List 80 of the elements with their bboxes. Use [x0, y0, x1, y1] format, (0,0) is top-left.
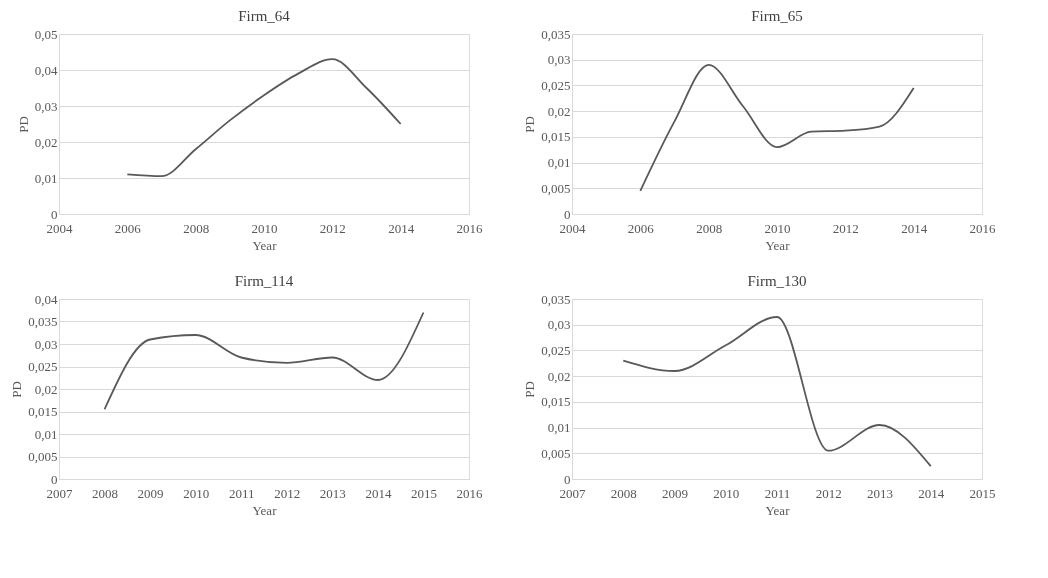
- y-tick-label: 0,03: [547, 317, 571, 333]
- x-tick-label: 2008: [183, 220, 210, 236]
- y-tick-label: 0,005: [28, 449, 58, 464]
- x-tick-label: 2010: [183, 485, 210, 501]
- line-series: [126, 58, 402, 178]
- chart-title: Firm_114: [234, 273, 294, 289]
- y-tick-label: 0,05: [34, 26, 58, 42]
- chart-title: Firm_65: [751, 8, 803, 24]
- x-tick-label: 2014: [918, 485, 945, 501]
- x-tick-label: 2015: [969, 485, 996, 501]
- x-tick-label: 2015: [410, 485, 437, 501]
- line-series: [622, 316, 932, 468]
- y-tick-label: 0,015: [28, 404, 58, 419]
- x-tick-label: 2008: [92, 485, 119, 501]
- y-tick-label: 0,015: [541, 129, 571, 145]
- x-tick-label: 2013: [319, 485, 346, 501]
- y-tick-label: 0,025: [541, 342, 571, 358]
- y-tick-label: 0,035: [541, 26, 571, 42]
- y-tick-label: 0,03: [34, 98, 58, 114]
- y-tick-label: 0,035: [28, 314, 58, 329]
- x-tick-label: 2016: [969, 220, 996, 236]
- x-tick-label: 2011: [228, 485, 255, 501]
- x-tick-label: 2013: [867, 485, 893, 501]
- x-tick-label: 2006: [627, 220, 655, 236]
- x-tick-label: 2006: [114, 220, 142, 236]
- x-tick-label: 2012: [319, 220, 346, 236]
- y-axis-title: PD: [9, 381, 25, 398]
- y-tick-label: 0,01: [34, 170, 58, 186]
- y-axis-title: PD: [15, 116, 31, 133]
- x-tick-label: 2011: [764, 485, 791, 501]
- y-tick-label: 0,01: [547, 155, 571, 171]
- x-tick-label: 2012: [832, 220, 859, 236]
- y-axis-title: PD: [522, 381, 538, 398]
- y-tick-label: 0: [51, 206, 58, 222]
- y-tick-label: 0,04: [34, 62, 58, 78]
- y-tick-label: 0,03: [547, 52, 571, 68]
- x-tick-label: 2004: [559, 220, 586, 236]
- x-tick-label: 2008: [696, 220, 723, 236]
- x-axis-title: Year: [252, 502, 278, 518]
- x-axis-title: Year: [765, 502, 791, 518]
- x-tick-label: 2014: [365, 485, 392, 501]
- y-tick-label: 0,02: [547, 368, 571, 384]
- line-series: [639, 63, 915, 192]
- x-axis-title: Year: [252, 237, 278, 253]
- y-tick-label: 0,025: [541, 77, 571, 93]
- y-tick-label: 0,015: [541, 394, 571, 410]
- x-tick-label: 2007: [46, 485, 73, 501]
- line-series: [103, 311, 425, 411]
- y-tick-label: 0,025: [28, 359, 58, 374]
- chart-title: Firm_64: [238, 8, 291, 24]
- y-tick-label: 0: [51, 471, 58, 487]
- y-tick-label: 0,005: [541, 445, 571, 461]
- chart-title: Firm_130: [747, 273, 807, 289]
- y-tick-label: 0,035: [541, 291, 571, 307]
- y-tick-label: 0,01: [34, 426, 58, 442]
- y-tick-label: 0: [564, 471, 571, 487]
- y-tick-label: 0,03: [34, 336, 58, 352]
- y-tick-label: 0,005: [541, 180, 571, 196]
- x-tick-label: 2012: [274, 485, 301, 501]
- x-tick-label: 2010: [251, 220, 278, 236]
- x-tick-label: 2016: [456, 220, 483, 236]
- x-tick-label: 2009: [662, 485, 688, 501]
- y-tick-label: 0,02: [547, 103, 571, 119]
- x-tick-label: 2010: [764, 220, 791, 236]
- x-tick-label: 2010: [713, 485, 740, 501]
- x-tick-label: 2016: [456, 485, 483, 501]
- x-axis-title: Year: [765, 237, 791, 253]
- y-tick-label: 0: [564, 206, 571, 222]
- y-tick-label: 0,01: [547, 420, 571, 436]
- x-tick-label: 2007: [559, 485, 586, 501]
- x-tick-label: 2004: [46, 220, 73, 236]
- x-tick-label: 2009: [137, 485, 164, 501]
- y-axis-title: PD: [522, 116, 538, 133]
- x-tick-label: 2008: [610, 485, 637, 501]
- y-tick-label: 0,02: [34, 134, 58, 150]
- y-tick-label: 0,04: [34, 291, 58, 307]
- x-tick-label: 2014: [901, 220, 928, 236]
- x-tick-label: 2014: [388, 220, 415, 236]
- y-tick-label: 0,02: [34, 381, 58, 397]
- x-tick-label: 2012: [815, 485, 842, 501]
